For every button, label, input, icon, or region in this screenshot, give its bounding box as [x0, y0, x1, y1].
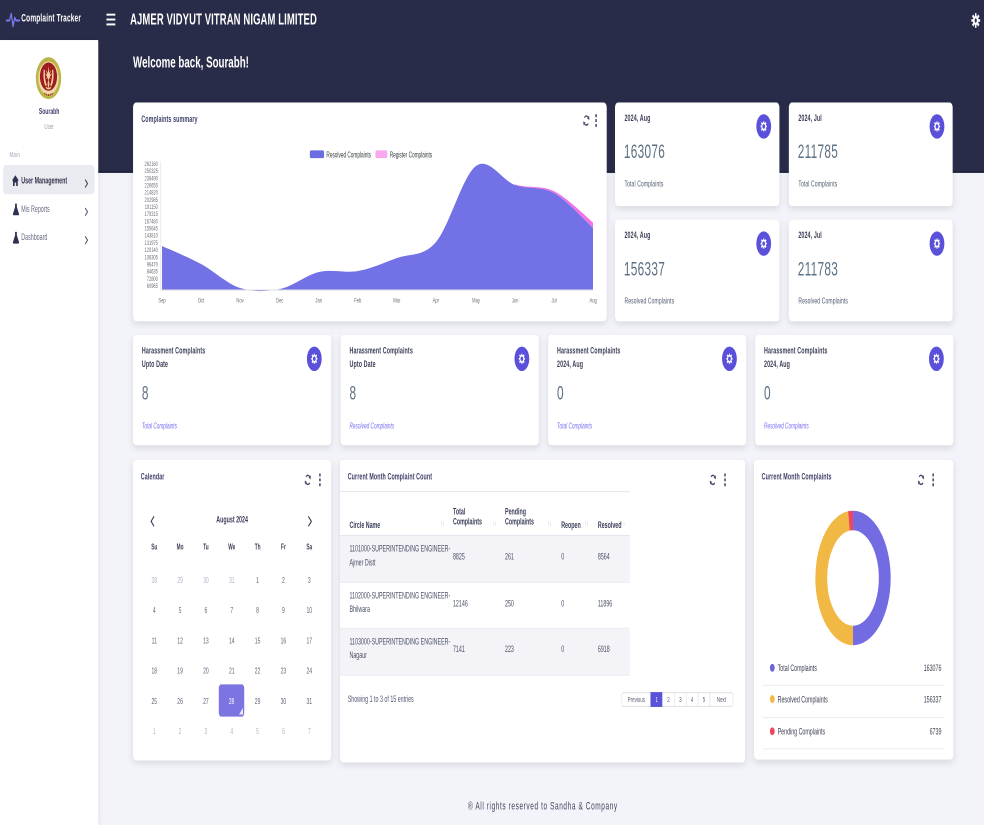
svg-text:72800: 72800: [147, 276, 158, 283]
svg-text:Pending Complaints: Pending Complaints: [778, 726, 826, 737]
svg-text:131975: 131975: [145, 240, 158, 247]
svg-text:Sep: Sep: [158, 298, 165, 305]
svg-text:Jul: Jul: [551, 298, 556, 305]
svg-text:Oct: Oct: [198, 298, 205, 305]
svg-text:167480: 167480: [145, 219, 158, 226]
svg-text:226655: 226655: [145, 183, 158, 190]
svg-text:◦: ◦: [57, 72, 58, 77]
svg-text:Aug: Aug: [589, 298, 596, 305]
svg-text:◦: ◦: [39, 67, 40, 72]
svg-text:Total Complaints: Total Complaints: [778, 663, 818, 674]
svg-text:◦: ◦: [46, 58, 47, 63]
svg-text:191150: 191150: [145, 204, 158, 211]
svg-text:Resolved Complaints: Resolved Complaints: [778, 694, 828, 705]
svg-text:Jan: Jan: [315, 298, 322, 305]
svg-text:◦: ◦: [56, 64, 57, 69]
svg-text:May: May: [472, 298, 480, 305]
svg-text:156337: 156337: [924, 694, 942, 705]
svg-text:Apr: Apr: [433, 298, 440, 305]
svg-text:6739: 6739: [930, 726, 942, 737]
svg-text:120140: 120140: [145, 247, 158, 254]
svg-text:262160: 262160: [145, 161, 158, 168]
svg-text:84635: 84635: [147, 269, 158, 276]
svg-text:Nov: Nov: [236, 298, 243, 305]
svg-text:◦: ◦: [51, 59, 52, 64]
svg-text:238490: 238490: [145, 175, 158, 182]
svg-text:◦: ◦: [41, 61, 42, 66]
svg-text:202985: 202985: [145, 197, 158, 204]
svg-text:Resolved Complaints: Resolved Complaints: [326, 152, 371, 160]
svg-text:Feb: Feb: [354, 298, 361, 305]
svg-text:Dec: Dec: [276, 298, 283, 305]
svg-text:179315: 179315: [145, 211, 158, 218]
svg-text:143810: 143810: [145, 233, 158, 240]
svg-text:108305: 108305: [145, 254, 158, 261]
svg-text:155645: 155645: [145, 226, 158, 233]
svg-text:163076: 163076: [924, 663, 942, 674]
svg-text:60965: 60965: [147, 283, 158, 290]
svg-text:Jun: Jun: [512, 298, 519, 305]
svg-text:214820: 214820: [145, 190, 158, 197]
svg-text:Register Complaints: Register Complaints: [390, 152, 432, 160]
svg-text:96470: 96470: [147, 262, 158, 269]
svg-text:250325: 250325: [145, 168, 158, 175]
svg-text:Mar: Mar: [393, 298, 400, 305]
